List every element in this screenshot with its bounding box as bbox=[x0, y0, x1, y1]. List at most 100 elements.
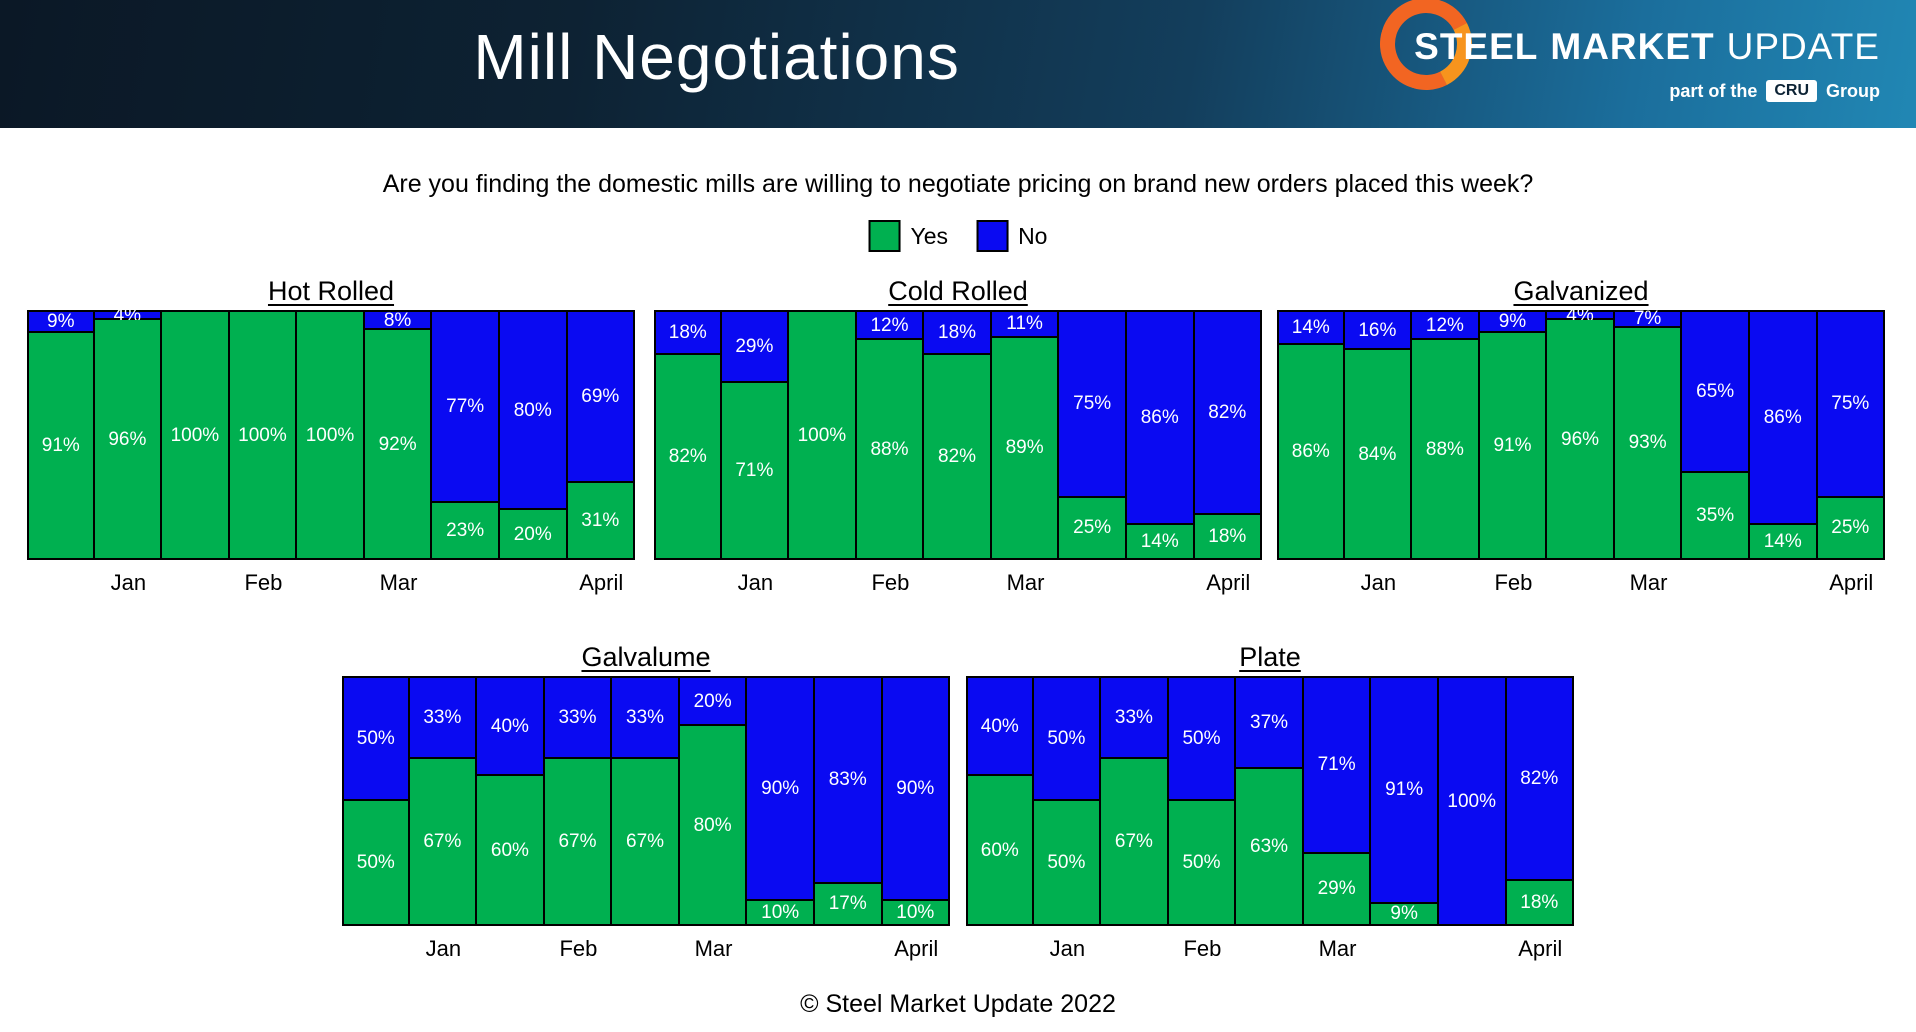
yes-segment: 25% bbox=[1059, 497, 1127, 560]
percent-label: 20% bbox=[513, 523, 552, 545]
chart-hot-rolled: Hot Rolled 9% 91% 4% 96% 100% 100% 100% 8% 92% 77… bbox=[27, 276, 636, 598]
percent-label: 50% bbox=[356, 852, 395, 873]
no-segment: 86% bbox=[1749, 310, 1818, 525]
percent-label: 50% bbox=[1047, 852, 1086, 873]
smu-logo: STEEL MARKET UPDATE part of the CRU Grou… bbox=[1368, 0, 1880, 102]
percent-label: 33% bbox=[423, 706, 462, 728]
no-segment: 18% bbox=[654, 310, 722, 355]
yes-segment: 31% bbox=[567, 482, 636, 560]
yes-segment: 67% bbox=[612, 758, 680, 926]
percent-label: 4% bbox=[1566, 304, 1594, 326]
no-segment: 14% bbox=[1277, 310, 1345, 345]
stacked-bar-week-5: 33% 67% bbox=[612, 676, 680, 926]
month-label: Mar bbox=[1318, 936, 1357, 961]
percent-label: 37% bbox=[1250, 711, 1289, 733]
yes-segment: 91% bbox=[1479, 332, 1548, 560]
no-segment: 50% bbox=[1033, 676, 1102, 801]
stacked-bar-week-1: 40% 60% bbox=[966, 676, 1034, 926]
stacked-bar-week-2: 50% 50% bbox=[1033, 676, 1102, 926]
no-segment: 33% bbox=[1101, 676, 1169, 759]
stacked-bar-week-4: 50% 50% bbox=[1168, 676, 1237, 926]
no-segment: 33% bbox=[544, 676, 613, 759]
yes-segment: 18% bbox=[1194, 515, 1263, 560]
chart-title-cold-rolled: Cold Rolled bbox=[888, 276, 1028, 306]
yes-segment: 100% bbox=[297, 310, 365, 560]
month-label: April bbox=[579, 570, 624, 595]
percent-label: 33% bbox=[626, 706, 665, 728]
percent-label: 75% bbox=[1831, 393, 1870, 415]
no-segment: 77% bbox=[432, 310, 500, 503]
percent-label: 82% bbox=[1208, 402, 1247, 423]
percent-label: 40% bbox=[490, 715, 529, 737]
month-label: Mar bbox=[379, 570, 418, 595]
stacked-bar-week-4: 12% 88% bbox=[856, 310, 925, 560]
stacked-bar-week-9: 90% 10% bbox=[882, 676, 951, 926]
percent-label: 84% bbox=[1358, 443, 1397, 465]
galvalume-bar-area: 50% 50% 33% 67% 40% 60% 33% 67% 33% 67% 20% 80% 90% 1… bbox=[342, 676, 951, 926]
yes-segment: 10% bbox=[747, 901, 815, 926]
percent-label: 40% bbox=[980, 715, 1019, 737]
percent-label: 71% bbox=[735, 459, 774, 481]
stacked-bar-week-4: 9% 91% bbox=[1479, 310, 1548, 560]
percent-label: 77% bbox=[446, 395, 485, 417]
percent-label: 69% bbox=[581, 385, 620, 407]
percent-label: 96% bbox=[108, 428, 147, 450]
stacked-bar-week-5: 37% 63% bbox=[1236, 676, 1304, 926]
no-segment: 9% bbox=[1479, 310, 1548, 333]
no-segment: 33% bbox=[612, 676, 680, 759]
yes-segment: 82% bbox=[924, 355, 992, 560]
yes-segment: 18% bbox=[1506, 881, 1575, 926]
smu-logo-wordmark: STEEL MARKET UPDATE bbox=[1368, 0, 1880, 102]
no-segment: 100% bbox=[1438, 676, 1507, 926]
stacked-bar-week-6: 7% 93% bbox=[1614, 309, 1683, 560]
yes-segment: 86% bbox=[1277, 345, 1345, 560]
percent-label: 88% bbox=[1425, 438, 1464, 460]
yes-segment: 67% bbox=[409, 758, 478, 926]
stacked-bar-week-3: 100% bbox=[162, 310, 230, 560]
percent-label: 67% bbox=[626, 830, 665, 852]
stacked-bar-week-5: 4% 96% bbox=[1547, 306, 1615, 560]
hot-rolled-month-axis: Jan Feb Mar April bbox=[27, 560, 635, 598]
stacked-bar-week-6: 71% 29% bbox=[1303, 676, 1372, 926]
percent-label: 14% bbox=[1291, 317, 1330, 338]
stacked-bar-week-9: 82% 18% bbox=[1194, 310, 1263, 560]
stacked-bar-week-4: 33% 67% bbox=[544, 676, 613, 926]
no-segment: 9% bbox=[27, 310, 95, 333]
month-label: Mar bbox=[694, 936, 733, 961]
no-segment: 16% bbox=[1344, 310, 1413, 350]
no-segment: 29% bbox=[721, 310, 790, 383]
no-segment: 82% bbox=[1506, 676, 1575, 881]
yes-segment: 25% bbox=[1817, 497, 1886, 560]
percent-label: 50% bbox=[1182, 728, 1221, 749]
stacked-bar-week-3: 12% 88% bbox=[1412, 310, 1480, 560]
yes-segment: 93% bbox=[1614, 327, 1683, 560]
month-label: Jan bbox=[110, 570, 147, 595]
stacked-bar-week-2: 29% 71% bbox=[721, 310, 790, 560]
tagline-group: Group bbox=[1826, 80, 1880, 101]
percent-label: 35% bbox=[1696, 504, 1735, 526]
percent-label: 50% bbox=[1047, 728, 1086, 749]
no-segment: 90% bbox=[882, 676, 951, 901]
stacked-bar-week-2: 33% 67% bbox=[409, 676, 478, 926]
yes-segment: 35% bbox=[1682, 472, 1750, 560]
month-label: Jan bbox=[1049, 936, 1086, 961]
percent-label: 12% bbox=[870, 314, 909, 336]
legend: Yes No bbox=[868, 220, 1047, 252]
percent-label: 89% bbox=[1005, 437, 1044, 459]
galvanized-bar-area: 14% 86% 16% 84% 12% 88% 9% 91% 4% 96% 7% 93% 65% 35% 8… bbox=[1277, 306, 1886, 560]
month-label: Mar bbox=[1629, 570, 1668, 595]
percent-label: 91% bbox=[41, 434, 80, 456]
percent-label: 9% bbox=[1498, 310, 1527, 332]
percent-label: 18% bbox=[938, 322, 977, 343]
no-segment: 83% bbox=[814, 676, 883, 884]
percent-label: 75% bbox=[1073, 393, 1112, 415]
yes-segment: 17% bbox=[814, 883, 883, 926]
plate-month-axis: Jan Feb Mar April bbox=[966, 926, 1574, 964]
no-segment: 7% bbox=[1614, 309, 1683, 328]
header-banner: Mill Negotiations STEEL MARKET UPDATE pa… bbox=[0, 0, 1916, 128]
month-label: April bbox=[894, 936, 939, 961]
stacked-bar-week-8: 86% 14% bbox=[1749, 310, 1818, 560]
yes-segment: 89% bbox=[991, 337, 1060, 560]
stacked-bar-week-1: 50% 50% bbox=[342, 676, 410, 926]
percent-label: 86% bbox=[1763, 407, 1802, 428]
